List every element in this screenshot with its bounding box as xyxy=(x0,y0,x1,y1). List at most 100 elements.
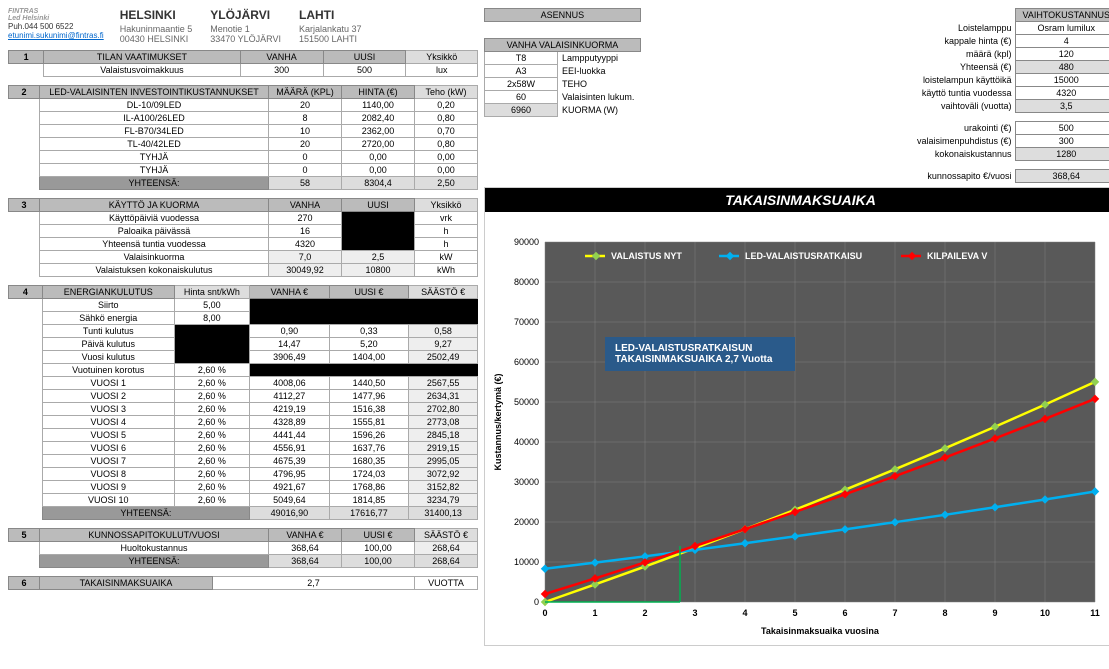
cell: 8,00 xyxy=(174,312,249,325)
right-column: ASENNUS VANHA VALAISINKUORMA T8Lampputyy… xyxy=(484,8,1109,646)
total-label: YHTEENSÄ: xyxy=(42,507,249,520)
row-label: Valaisinten lukum. xyxy=(558,91,641,104)
section-5: 5 KUNNOSSAPITOKULUT/VUOSI VANHA € UUSI €… xyxy=(8,528,478,568)
cell: 2,60 % xyxy=(174,377,249,390)
cell: 2,60 % xyxy=(174,468,249,481)
svg-text:90000: 90000 xyxy=(514,237,539,247)
cell: 368,64 xyxy=(269,542,342,555)
svg-text:9: 9 xyxy=(992,608,997,618)
svg-text:10: 10 xyxy=(1040,608,1050,618)
cell: 8 xyxy=(269,112,342,125)
chart-svg: 0100002000030000400005000060000700008000… xyxy=(485,212,1105,642)
email-link[interactable]: etunimi.sukunimi@fintras.fi xyxy=(8,31,104,40)
total-cell: 58 xyxy=(269,177,342,190)
cell: 2362,00 xyxy=(342,125,415,138)
row-label: DL-10/09LED xyxy=(40,99,269,112)
cell: 1724,03 xyxy=(329,468,409,481)
cell: 1516,38 xyxy=(329,403,409,416)
cell: 30049,92 xyxy=(269,264,342,277)
cell: 1768,86 xyxy=(329,481,409,494)
total-cell: 368,64 xyxy=(269,555,342,568)
svg-text:11: 11 xyxy=(1090,608,1100,618)
vaihto-table: VAIHTOKUSTANNUS LoistelamppuOsram lumilu… xyxy=(911,8,1109,183)
cell: 2567,55 xyxy=(409,377,478,390)
cell: 2x58W xyxy=(485,78,558,91)
col-hdr: VANHA xyxy=(269,199,342,212)
cell: 60 xyxy=(485,91,558,104)
location: LAHTIKarjalankatu 37151500 LAHTI xyxy=(299,8,362,44)
cell: 4796,95 xyxy=(250,468,330,481)
sec-num: 4 xyxy=(9,286,43,299)
vanha-kuorma-table: VANHA VALAISINKUORMA T8LampputyyppiA3EEI… xyxy=(484,38,641,117)
cell: 2995,05 xyxy=(409,455,478,468)
cell: 0,00 xyxy=(415,164,478,177)
cell: 4328,89 xyxy=(250,416,330,429)
cell: 500 xyxy=(1016,122,1109,135)
chart: TAKAISINMAKSUAIKA 0100002000030000400005… xyxy=(484,187,1109,646)
cell: 2,60 % xyxy=(174,481,249,494)
row-label: valaisimenpuhdistus (€) xyxy=(911,135,1016,148)
col-hdr: HINTA (€) xyxy=(342,86,415,99)
cell: 15000 xyxy=(1016,74,1109,87)
section-4: 4 ENERGIANKULUTUS Hinta snt/kWh VANHA € … xyxy=(8,285,478,520)
sec-num: 1 xyxy=(9,51,44,64)
cell: 5,20 xyxy=(329,338,409,351)
cell: 14,47 xyxy=(250,338,330,351)
cell: 3,5 xyxy=(1016,100,1109,113)
cell: 0,20 xyxy=(415,99,478,112)
sec-title: ENERGIANKULUTUS xyxy=(42,286,174,299)
cell: 0,80 xyxy=(415,138,478,151)
cell: 300 xyxy=(1016,135,1109,148)
cell: 3152,82 xyxy=(409,481,478,494)
cell: 1814,85 xyxy=(329,494,409,507)
cell: 268,64 xyxy=(415,542,478,555)
cell: 1404,00 xyxy=(329,351,409,364)
cell: 2502,49 xyxy=(409,351,478,364)
cell xyxy=(409,312,478,325)
section-2: 2 LED-VALAISINTEN INVESTOINTIKUSTANNUKSE… xyxy=(8,85,478,190)
cell: 2,60 % xyxy=(174,494,249,507)
cell: 4 xyxy=(1016,35,1109,48)
total-cell: 100,00 xyxy=(342,555,415,568)
cell xyxy=(250,312,330,325)
sec-num: 3 xyxy=(9,199,40,212)
vk-title: VANHA VALAISINKUORMA xyxy=(485,39,641,52)
row-label: VUOSI 1 xyxy=(42,377,174,390)
col-hdr: UUSI xyxy=(323,51,406,64)
row-label: FL-B70/34LED xyxy=(40,125,269,138)
svg-text:LED-VALAISTUSRATKAISU: LED-VALAISTUSRATKAISU xyxy=(745,251,862,261)
col-hdr: UUSI € xyxy=(329,286,409,299)
sec-num: 5 xyxy=(9,529,40,542)
cell xyxy=(174,351,249,364)
cell: 0,70 xyxy=(415,125,478,138)
row-label: Yhteensä (€) xyxy=(911,61,1016,74)
cell: 2,60 % xyxy=(174,390,249,403)
svg-text:Kustannus/kertymä (€): Kustannus/kertymä (€) xyxy=(493,373,503,470)
cell: 5,00 xyxy=(174,299,249,312)
payback-value: 2,7 xyxy=(213,577,415,590)
row-label: urakointi (€) xyxy=(911,122,1016,135)
cell: 3234,79 xyxy=(409,494,478,507)
location: YLÖJÄRVIMenotie 133470 YLÖJÄRVI xyxy=(210,8,281,44)
row-label: KUORMA (W) xyxy=(558,104,641,117)
location: HELSINKIHakuninmaantie 500430 HELSINKI xyxy=(120,8,193,44)
row-label: VUOSI 3 xyxy=(42,403,174,416)
cell: 2773,08 xyxy=(409,416,478,429)
sec-title: LED-VALAISINTEN INVESTOINTIKUSTANNUKSET xyxy=(40,86,269,99)
svg-text:Takaisinmaksuaika vuosina: Takaisinmaksuaika vuosina xyxy=(761,626,880,636)
row-label: Käyttöpäiviä vuodessa xyxy=(40,212,269,225)
cell: 4008,06 xyxy=(250,377,330,390)
total-cell: 268,64 xyxy=(415,555,478,568)
cell: Osram lumilux xyxy=(1016,22,1109,35)
row-label: Vuosi kulutus xyxy=(42,351,174,364)
sec-title: KÄYTTÖ JA KUORMA xyxy=(40,199,269,212)
row-label: Valaistuksen kokonaiskulutus xyxy=(40,264,269,277)
row-label: määrä (kpl) xyxy=(911,48,1016,61)
row-label: VUOSI 10 xyxy=(42,494,174,507)
row-label: VUOSI 2 xyxy=(42,390,174,403)
row-label: kokonaiskustannus xyxy=(911,148,1016,161)
cell: 300 xyxy=(240,64,323,77)
row-label: Päivä kulutus xyxy=(42,338,174,351)
cell: 2,60 % xyxy=(174,429,249,442)
row-label: VUOSI 5 xyxy=(42,429,174,442)
